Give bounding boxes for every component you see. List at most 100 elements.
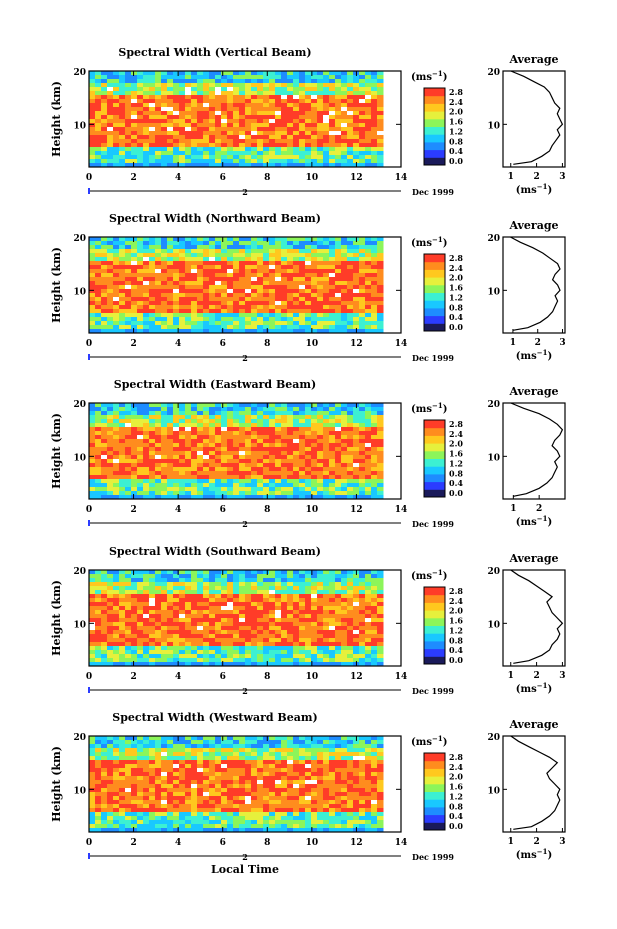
x-tick-label: 2 xyxy=(130,672,136,682)
panel-1 xyxy=(88,70,566,194)
average-units-label: (ms−1) xyxy=(516,514,552,529)
panel-title: Spectral Width (Southward Beam) xyxy=(109,545,321,558)
x-tick-label: 8 xyxy=(264,672,270,682)
colorbar-tick-label: 0.0 xyxy=(449,821,463,831)
average-x-tick-label: 1 xyxy=(510,504,516,514)
average-frame xyxy=(502,569,566,667)
colorbar-tick-label: 0.4 xyxy=(449,146,463,156)
colorbar-tick-label: 2.4 xyxy=(449,97,463,107)
colorbar xyxy=(423,419,446,498)
x-tick-label: 14 xyxy=(395,672,408,682)
x-tick-label: 0 xyxy=(86,173,92,183)
average-y-tick-label: 10 xyxy=(487,453,500,463)
average-title: Average xyxy=(508,718,558,731)
average-x-tick-label: 2 xyxy=(533,172,539,182)
average-y-tick-label: 20 xyxy=(487,733,500,743)
colorbar-tick-label: 2.0 xyxy=(449,439,463,449)
average-x-tick-label: 2 xyxy=(533,837,539,847)
average-profile-line xyxy=(510,402,564,497)
y-tick-label: 10 xyxy=(73,620,86,630)
x-axis-label: Local Time xyxy=(211,863,279,876)
x-tick-label: 4 xyxy=(175,505,181,515)
x-tick-label: 12 xyxy=(350,173,363,183)
x-tick-label: 0 xyxy=(86,339,92,349)
panel-5 xyxy=(88,735,566,859)
average-title: Average xyxy=(508,552,558,565)
average-title: Average xyxy=(508,385,558,398)
units-label: (ms−1) xyxy=(411,568,447,583)
panel-title: Spectral Width (Westward Beam) xyxy=(112,711,317,724)
date-label: Dec 1999 xyxy=(412,852,454,862)
x-tick-label: 4 xyxy=(175,672,181,682)
colorbar-tick-label: 1.6 xyxy=(449,616,463,626)
plot-frame xyxy=(88,70,402,168)
colorbar-tick-label: 2.8 xyxy=(449,87,463,97)
x-tick-label: 2 xyxy=(130,339,136,349)
plot-frame xyxy=(88,236,402,334)
average-title: Average xyxy=(508,53,558,66)
y-axis-label: Height (km) xyxy=(50,746,63,822)
colorbar-tick-label: 2.0 xyxy=(449,273,463,283)
colorbar-tick-label: 0.8 xyxy=(449,302,463,312)
panel-title: Spectral Width (Eastward Beam) xyxy=(114,378,316,391)
average-frame xyxy=(502,735,566,833)
plot-frame xyxy=(88,569,402,667)
y-axis-label: Height (km) xyxy=(50,580,63,656)
average-title: Average xyxy=(508,219,558,232)
colorbar-tick-label: 2.0 xyxy=(449,772,463,782)
average-frame xyxy=(502,70,566,168)
colorbar-tick-label: 0.0 xyxy=(449,156,463,166)
colorbar-tick-label: 2.4 xyxy=(449,263,463,273)
x-tick-label: 10 xyxy=(306,838,319,848)
units-label: (ms−1) xyxy=(411,734,447,749)
colorbar-tick-label: 2.0 xyxy=(449,107,463,117)
colorbar-tick-label: 1.2 xyxy=(449,458,463,468)
units-label: (ms−1) xyxy=(411,401,447,416)
date-tick-label: 2 xyxy=(242,519,248,529)
x-tick-label: 8 xyxy=(264,505,270,515)
colorbar-tick-label: 1.6 xyxy=(449,283,463,293)
x-tick-label: 4 xyxy=(175,173,181,183)
average-profile-panel xyxy=(502,236,566,334)
colorbar-tick-label: 0.0 xyxy=(449,322,463,332)
y-tick-label: 10 xyxy=(73,453,86,463)
average-profile-line xyxy=(510,236,561,331)
x-tick-label: 8 xyxy=(264,173,270,183)
colorbar-tick-label: 0.8 xyxy=(449,635,463,645)
average-y-tick-label: 20 xyxy=(487,400,500,410)
x-tick-label: 12 xyxy=(350,672,363,682)
y-tick-label: 20 xyxy=(73,567,86,577)
date-label: Dec 1999 xyxy=(412,353,454,363)
heatmap xyxy=(89,403,384,500)
average-profile-panel xyxy=(502,569,566,667)
x-tick-label: 6 xyxy=(220,505,226,515)
date-tick-label: 2 xyxy=(242,686,248,696)
panel-3 xyxy=(88,402,566,526)
x-tick-label: 2 xyxy=(130,505,136,515)
heatmap xyxy=(89,570,384,667)
y-tick-label: 20 xyxy=(73,234,86,244)
colorbar-tick-label: 0.4 xyxy=(449,478,463,488)
average-x-tick-label: 2 xyxy=(533,671,539,681)
x-tick-label: 10 xyxy=(306,672,319,682)
colorbar-tick-label: 1.6 xyxy=(449,117,463,127)
average-y-tick-label: 20 xyxy=(487,567,500,577)
average-y-tick-label: 10 xyxy=(487,786,500,796)
average-profile-panel xyxy=(502,735,566,833)
average-y-tick-label: 10 xyxy=(487,287,500,297)
colorbar xyxy=(423,253,446,332)
x-tick-label: 14 xyxy=(395,505,408,515)
date-tick-label: 2 xyxy=(242,187,248,197)
colorbar xyxy=(423,87,446,166)
date-label: Dec 1999 xyxy=(412,519,454,529)
y-tick-label: 10 xyxy=(73,287,86,297)
average-profile-panel xyxy=(502,70,566,168)
average-profile-line xyxy=(510,70,564,165)
x-tick-label: 12 xyxy=(350,339,363,349)
average-profile-line xyxy=(510,735,561,830)
average-x-tick-label: 1 xyxy=(508,837,514,847)
x-tick-label: 4 xyxy=(175,339,181,349)
colorbar-tick-label: 2.4 xyxy=(449,762,463,772)
average-units-label: (ms−1) xyxy=(516,182,552,197)
colorbar-tick-label: 1.6 xyxy=(449,449,463,459)
